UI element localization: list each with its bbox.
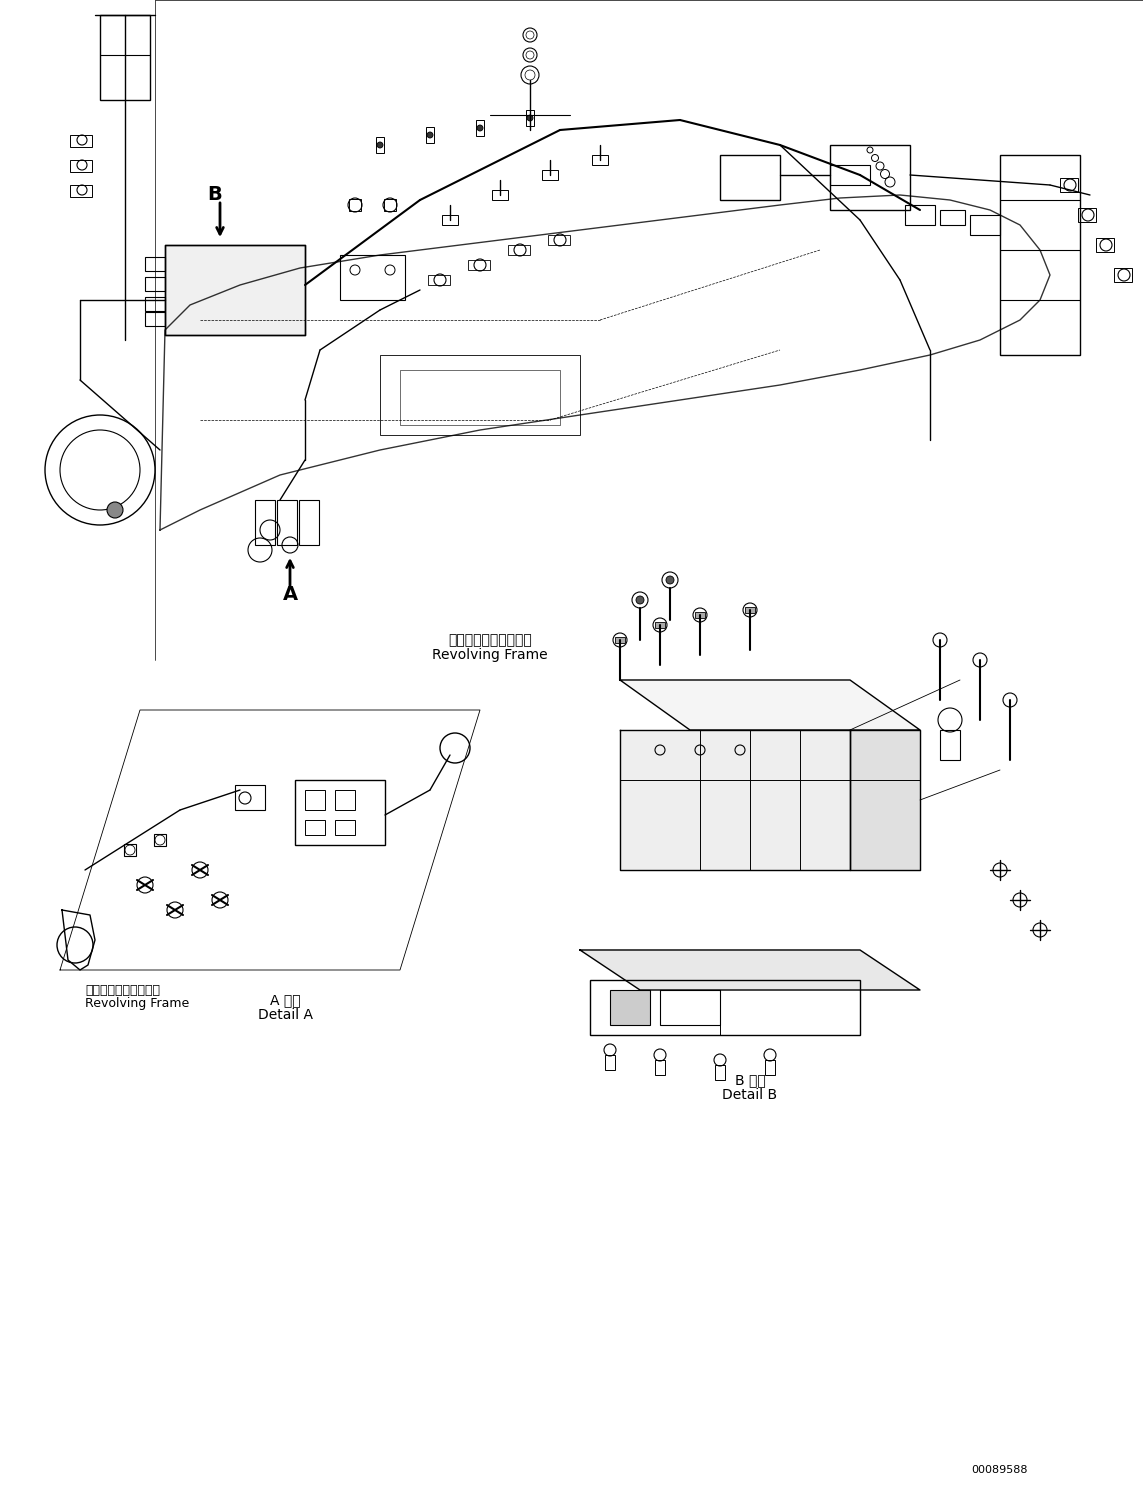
Bar <box>590 980 860 1035</box>
Bar <box>295 780 385 845</box>
Circle shape <box>527 115 533 121</box>
Bar <box>123 844 136 856</box>
Bar <box>70 160 91 171</box>
Bar <box>442 215 458 225</box>
Bar <box>255 499 275 546</box>
Bar <box>379 355 580 435</box>
Bar <box>660 990 720 1024</box>
Bar <box>384 198 395 212</box>
Bar <box>491 189 507 200</box>
Text: 00089588: 00089588 <box>972 1466 1029 1475</box>
Bar <box>299 499 319 546</box>
Bar <box>610 990 650 1024</box>
Bar <box>145 312 165 327</box>
Bar <box>830 166 870 185</box>
Bar <box>400 370 560 425</box>
Bar <box>1000 155 1080 355</box>
Bar <box>305 790 325 810</box>
Bar <box>475 119 483 136</box>
Bar <box>655 622 665 628</box>
Polygon shape <box>59 710 480 971</box>
Circle shape <box>107 502 123 517</box>
Bar <box>426 127 434 143</box>
Circle shape <box>427 133 433 139</box>
Circle shape <box>377 142 383 148</box>
Bar <box>1078 209 1096 222</box>
Text: Revolving Frame: Revolving Frame <box>432 649 547 662</box>
Bar <box>339 255 405 300</box>
Circle shape <box>666 576 674 584</box>
Bar <box>467 259 490 270</box>
Bar <box>145 256 165 271</box>
Bar <box>655 1060 665 1075</box>
Bar <box>235 784 265 810</box>
Text: B 詳細: B 詳細 <box>735 1074 766 1087</box>
Bar <box>830 145 910 210</box>
Bar <box>335 790 355 810</box>
Polygon shape <box>580 950 920 990</box>
Text: A: A <box>282 586 297 604</box>
Bar <box>745 607 756 613</box>
Bar <box>695 611 705 617</box>
Bar <box>99 15 150 100</box>
Text: Revolving Frame: Revolving Frame <box>85 997 190 1011</box>
Bar <box>547 236 570 245</box>
Text: レボルビングフレーム: レボルビングフレーム <box>85 984 160 996</box>
Bar <box>427 274 450 285</box>
Bar <box>154 833 166 845</box>
Bar <box>970 215 1000 236</box>
Polygon shape <box>620 731 850 871</box>
Bar <box>940 731 960 760</box>
Bar <box>1060 177 1078 192</box>
Polygon shape <box>850 731 920 871</box>
Text: Detail A: Detail A <box>257 1008 312 1021</box>
Bar <box>940 210 965 225</box>
Bar <box>349 198 361 212</box>
Text: レボルビングフレーム: レボルビングフレーム <box>448 634 531 647</box>
Polygon shape <box>620 680 920 731</box>
Bar <box>335 820 355 835</box>
Bar <box>1114 268 1132 282</box>
Bar <box>70 185 91 197</box>
Bar <box>720 155 780 200</box>
Bar <box>905 204 935 225</box>
Bar <box>542 170 558 180</box>
Bar <box>615 637 625 643</box>
Bar <box>1096 239 1114 252</box>
Bar <box>716 1065 725 1079</box>
Text: Detail B: Detail B <box>722 1088 777 1102</box>
Bar <box>592 155 608 166</box>
Bar <box>305 820 325 835</box>
Bar <box>507 245 530 255</box>
Text: A 詳細: A 詳細 <box>270 993 301 1006</box>
Circle shape <box>477 125 483 131</box>
Bar <box>145 277 165 291</box>
Bar <box>70 136 91 148</box>
Bar <box>277 499 297 546</box>
Bar <box>165 245 305 335</box>
Text: B: B <box>208 185 223 204</box>
Bar <box>605 1056 615 1071</box>
Bar <box>145 297 165 312</box>
Circle shape <box>636 596 644 604</box>
Bar <box>376 137 384 154</box>
Bar <box>765 1060 775 1075</box>
Bar <box>526 110 534 127</box>
